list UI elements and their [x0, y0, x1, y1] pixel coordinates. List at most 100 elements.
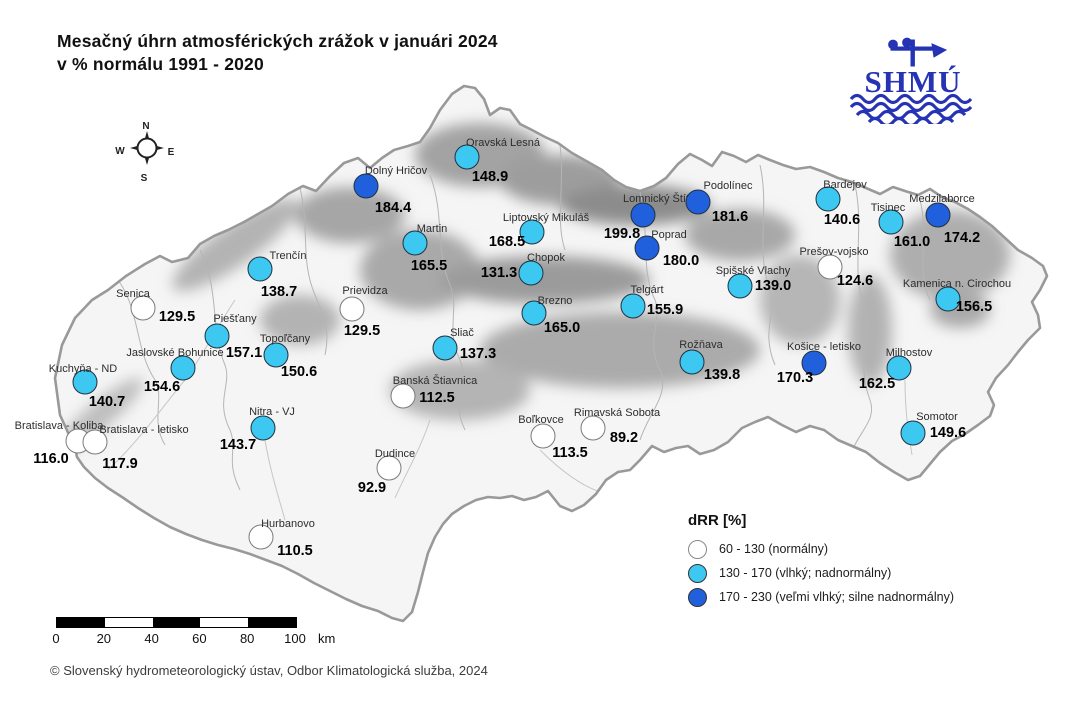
scale-bar-segment — [104, 618, 153, 627]
station-marker — [815, 186, 841, 212]
station-label: Hurbanovo — [261, 518, 315, 530]
station-value: 156.5 — [955, 299, 993, 315]
station-value: 137.3 — [459, 346, 497, 362]
station-value: 155.9 — [646, 302, 684, 318]
station-marker — [519, 219, 545, 245]
shmu-logo: SHMÚ — [843, 36, 983, 128]
station-label: Topoľčany — [259, 333, 311, 345]
station-label: Banská Štiavnica — [392, 375, 478, 387]
station-label: Brezno — [537, 295, 573, 307]
station-marker — [247, 256, 273, 282]
station-value: 149.6 — [929, 425, 967, 441]
legend: dRR [%] 60 - 130 (normálny) 130 - 170 (vl… — [688, 512, 954, 609]
scale-bar-labels: km 0 20 40 60 80 100 — [52, 631, 335, 647]
station-marker — [580, 415, 606, 441]
station-label: Lomnický Štít — [622, 193, 690, 205]
station-value: 181.6 — [711, 209, 749, 225]
legend-swatch-icon — [688, 563, 707, 583]
station-label: Poprad — [651, 229, 687, 241]
station-marker — [376, 455, 402, 481]
station-label: Tisinec — [870, 202, 906, 214]
station-label: Boľkovce — [518, 414, 564, 426]
station-label: Sliač — [450, 327, 474, 339]
station-value: 112.5 — [419, 390, 455, 406]
station-value: 168.5 — [488, 234, 526, 250]
station-marker — [817, 254, 843, 280]
station-marker — [685, 189, 711, 215]
scale-bar-tick: 0 — [52, 631, 60, 646]
shmu-logo-graphic: SHMÚ — [849, 37, 973, 128]
title-line-1: Mesačný úhrn atmosférických zrážok v jan… — [57, 31, 498, 51]
scale-bar-segment — [200, 618, 249, 627]
title-line-2: v % normálu 1991 - 2020 — [57, 54, 264, 74]
scale-bar-segments — [56, 617, 297, 628]
station-label: Senica — [116, 288, 150, 300]
station-label: Medzilaborce — [909, 193, 975, 205]
station-value: 148.9 — [471, 169, 509, 185]
station-value: 129.5 — [158, 309, 196, 325]
station-marker — [925, 202, 951, 228]
compass-w: W — [115, 146, 125, 157]
station-value: 184.4 — [374, 200, 412, 216]
compass-rose: N E S W — [105, 108, 195, 193]
station-label: Martin — [416, 223, 448, 235]
scale-bar-segment — [248, 618, 296, 627]
copyright-text: © Slovenský hydrometeorologický ústav, O… — [50, 663, 488, 678]
station-marker — [250, 415, 276, 441]
slovakia-outline — [53, 84, 1049, 623]
station-marker — [263, 342, 289, 368]
station-value: 140.7 — [88, 394, 126, 410]
station-marker — [248, 524, 274, 550]
station-marker — [935, 286, 961, 312]
station-label: Kuchyňa - ND — [48, 363, 118, 375]
station-marker — [353, 173, 379, 199]
station-value: 129.5 — [343, 323, 381, 339]
station-label: Oravská Lesná — [466, 137, 540, 149]
station-marker — [130, 295, 156, 321]
station-value: 113.5 — [552, 445, 588, 461]
station-marker — [402, 230, 428, 256]
station-value: 162.5 — [858, 376, 896, 392]
station-label: Bratislava - letisko — [99, 424, 189, 436]
station-label: Liptovský Mikuláš — [502, 212, 590, 224]
station-label: Košice - letisko — [787, 341, 861, 353]
legend-item: 130 - 170 (vlhký; nadnormálny) — [688, 561, 954, 585]
station-value: 138.7 — [260, 284, 298, 300]
scale-bar-segment — [152, 618, 201, 627]
station-value: 140.6 — [823, 212, 861, 228]
weather-vane-icon — [888, 37, 948, 67]
scale-bar-tick: 100 — [284, 631, 306, 646]
station-marker — [82, 429, 108, 455]
station-marker — [634, 235, 660, 261]
legend-item-label: 60 - 130 (normálny) — [719, 542, 829, 556]
legend-item-label: 170 - 230 (veľmi vlhký; silne nadnormáln… — [719, 590, 954, 604]
station-label: Trenčín — [269, 250, 307, 262]
station-value: 117.9 — [102, 456, 138, 472]
legend-title: dRR [%] — [688, 512, 747, 529]
station-marker — [204, 323, 230, 349]
station-value: 143.7 — [219, 437, 257, 453]
scale-bar-tick: 20 — [96, 631, 112, 646]
compass-s: S — [141, 173, 148, 184]
shmu-logo-text: SHMÚ — [865, 64, 962, 99]
station-marker — [518, 260, 544, 286]
station-label: Dudince — [374, 448, 416, 460]
station-label: Piešťany — [213, 313, 257, 325]
compass-n: N — [142, 121, 149, 132]
station-value: 157.1 — [225, 345, 263, 361]
station-label: Bratislava - Koliba — [14, 420, 104, 432]
station-value: 199.8 — [603, 226, 641, 242]
station-marker — [530, 423, 556, 449]
legend-item: 170 - 230 (veľmi vlhký; silne nadnormáln… — [688, 585, 954, 609]
station-value: 139.0 — [754, 278, 792, 294]
station-marker — [900, 420, 926, 446]
station-label: Rimavská Sobota — [573, 407, 661, 419]
station-value: 161.0 — [893, 234, 931, 250]
station-label: Kamenica n. Cirochou — [902, 278, 1012, 290]
station-marker — [390, 383, 416, 409]
station-label: Jaslovské Bohunice — [126, 347, 224, 359]
station-label: Chopok — [527, 252, 565, 264]
station-label: Prievidza — [342, 285, 388, 297]
